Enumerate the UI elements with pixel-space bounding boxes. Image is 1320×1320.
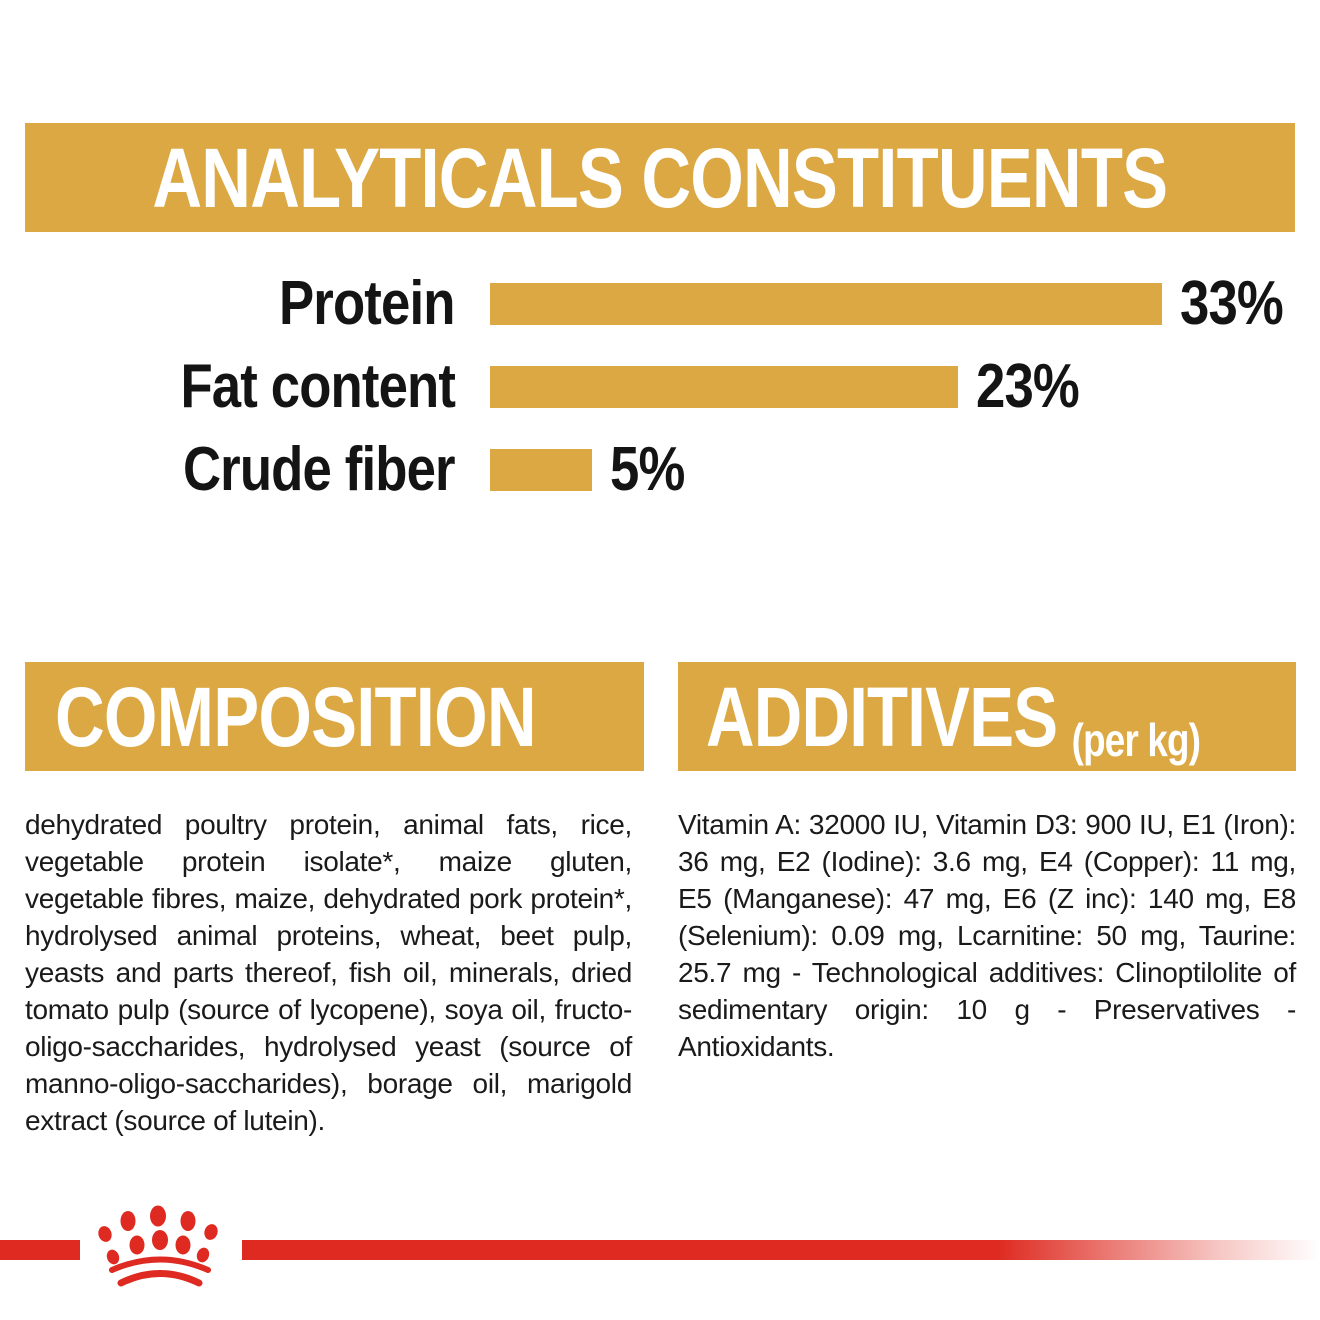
- chart-row-label-text: Protein: [279, 269, 455, 338]
- chart-row-label: Fat content: [0, 351, 455, 422]
- chart-row-label-text: Fat content: [180, 352, 455, 421]
- chart-row: Crude fiber 5%: [0, 428, 1320, 511]
- additives-title-text: ADDITIVES: [706, 669, 1058, 764]
- brand-stripe-right: [242, 1240, 1320, 1260]
- additives-body: Vitamin A: 32000 IU, Vitamin D3: 900 IU,…: [678, 809, 1296, 1062]
- analyticals-banner: ANALYTICALS CONSTITUENTS: [25, 123, 1295, 232]
- chart-bar-value: 23%: [976, 352, 1080, 421]
- chart-row-label: Protein: [0, 268, 455, 339]
- chart-bar: [490, 365, 958, 408]
- composition-banner: COMPOSITION: [25, 662, 644, 771]
- royal-canin-crown-icon: [98, 1205, 218, 1287]
- brand-stripe-left: [0, 1240, 80, 1260]
- additives-title: ADDITIVES (per kg): [706, 675, 1201, 763]
- chart-row-label: Crude fiber: [0, 434, 456, 505]
- analyticals-title: ANALYTICALS CONSTITUENTS: [152, 130, 1169, 225]
- composition-title: COMPOSITION: [55, 669, 537, 764]
- bar-chart: Protein 33% Fat content 23% Crude fiber …: [0, 262, 1320, 511]
- chart-bar: [490, 448, 592, 491]
- chart-bar: [490, 282, 1162, 325]
- composition-body: dehydrated poultry protein, animal fats,…: [25, 809, 632, 1136]
- chart-row-label-text: Crude fiber: [183, 435, 456, 504]
- chart-row: Fat content 23%: [0, 345, 1320, 428]
- chart-row: Protein 33%: [0, 262, 1320, 345]
- chart-bar-value: 33%: [1180, 269, 1284, 338]
- chart-bar-value: 5%: [610, 435, 685, 504]
- additives-banner: ADDITIVES (per kg): [678, 662, 1296, 771]
- additives-title-suffix: (per kg): [1071, 713, 1201, 766]
